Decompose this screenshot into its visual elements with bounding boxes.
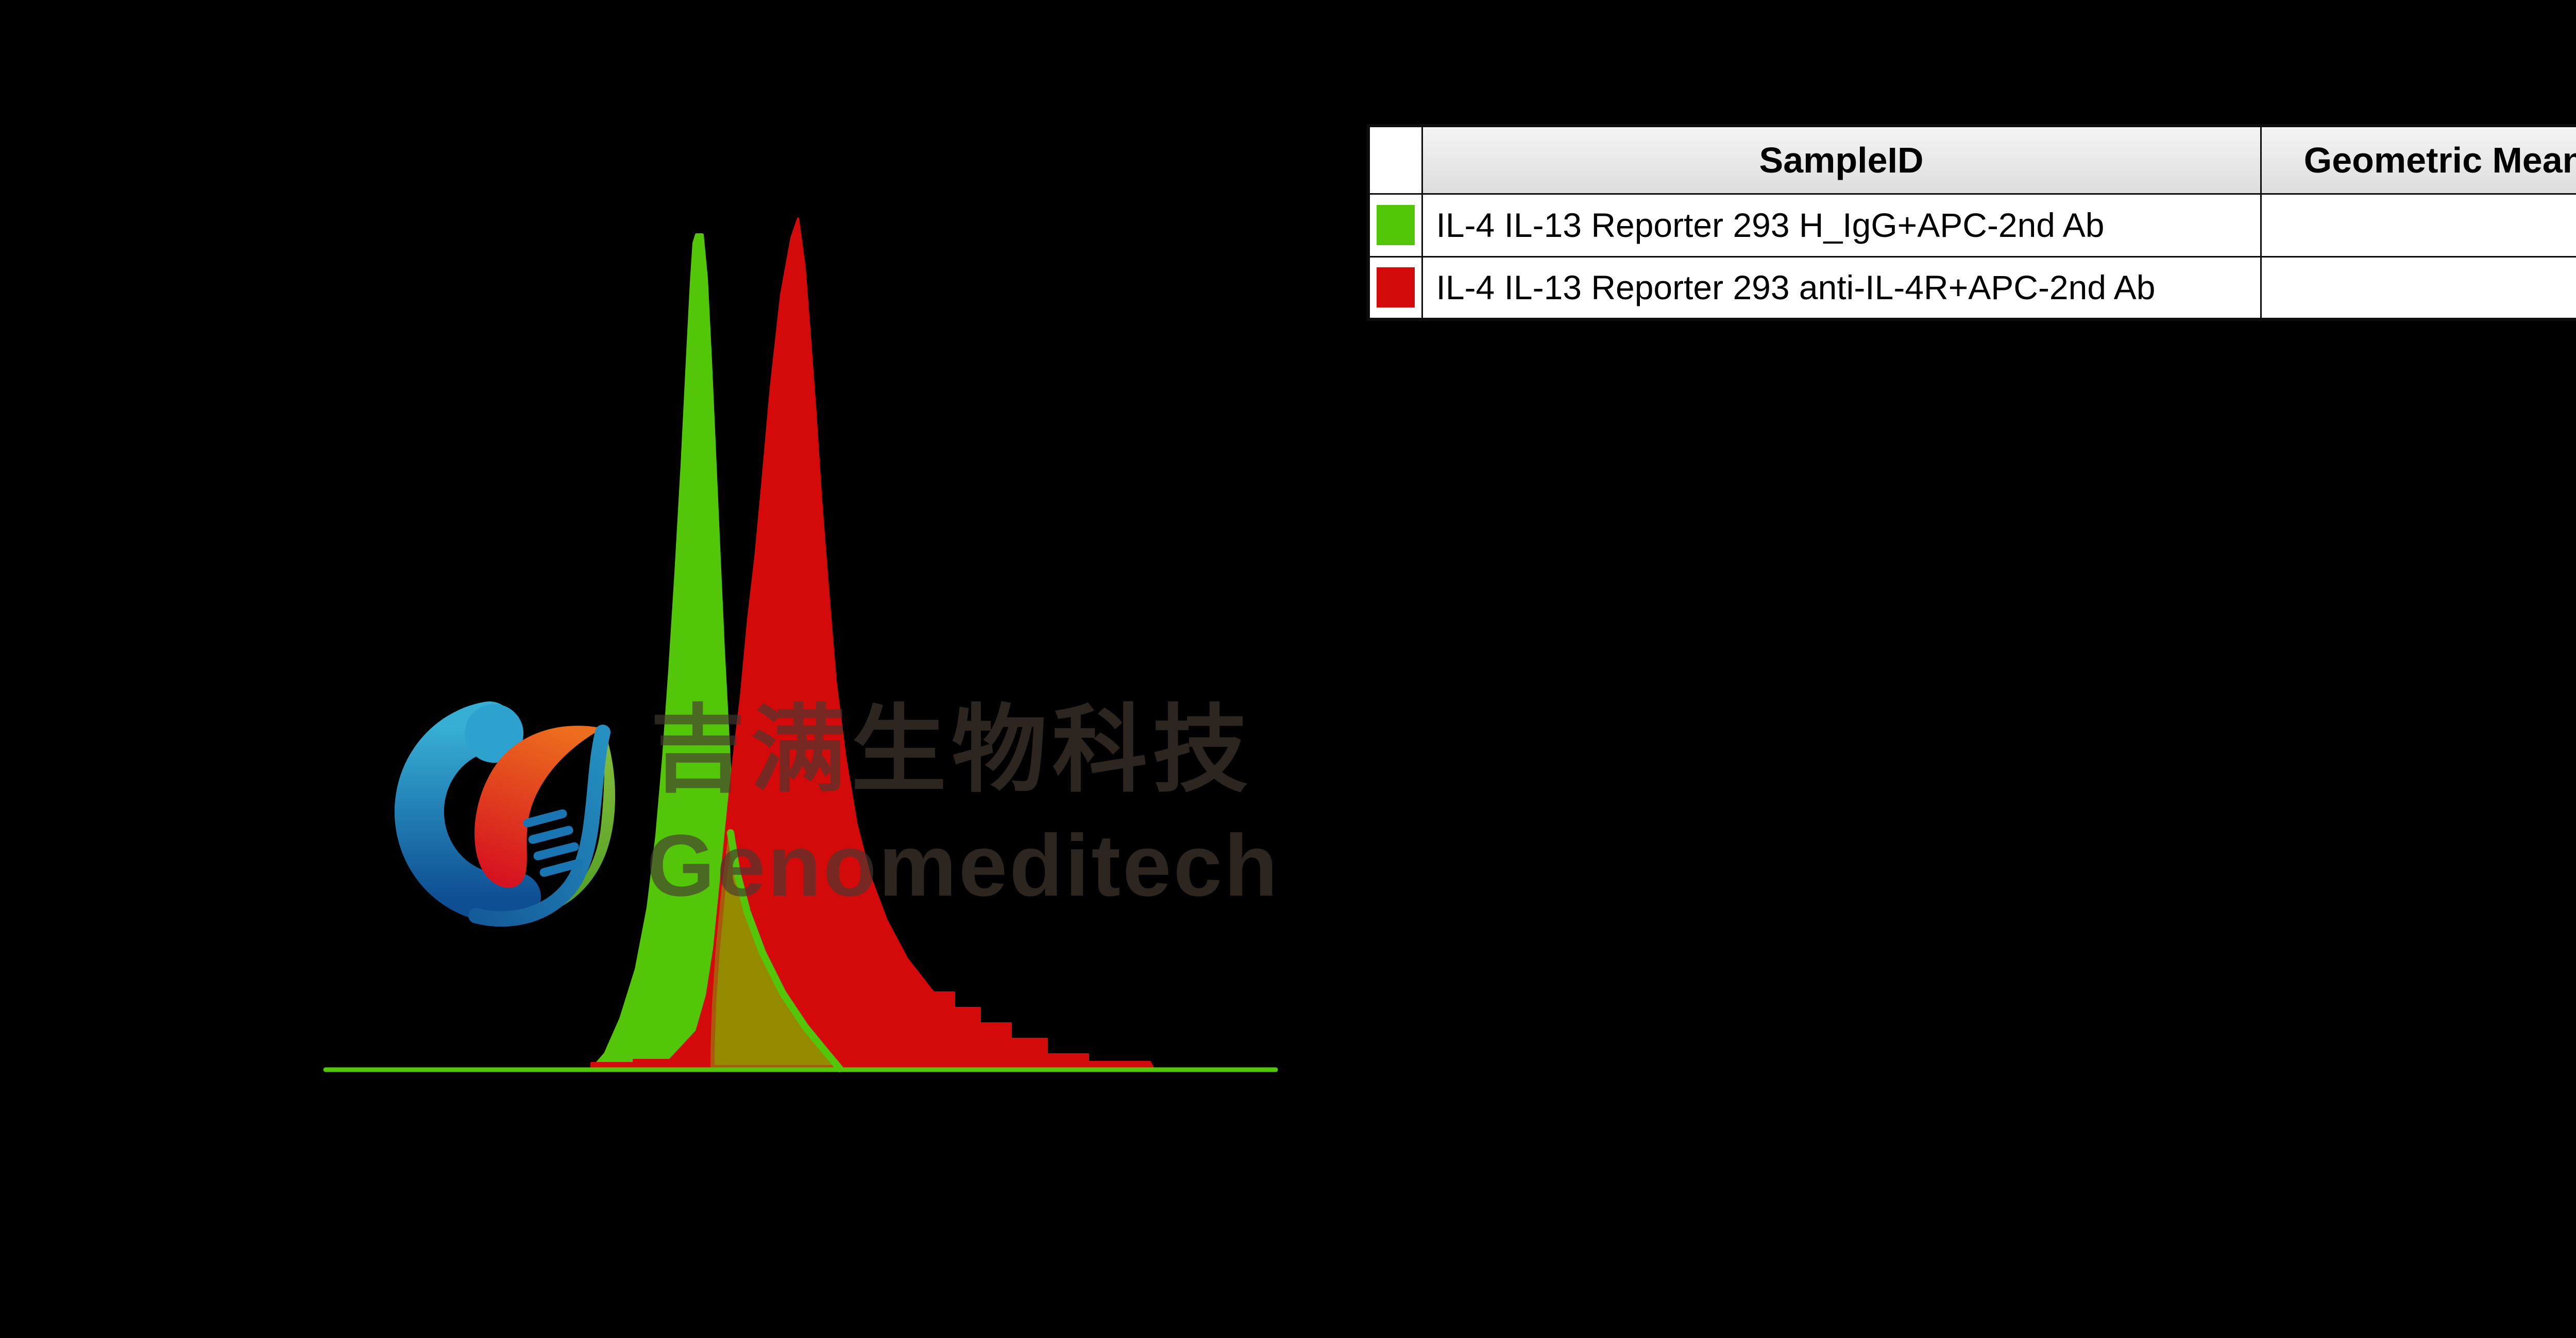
logo-flame-icon <box>474 726 603 888</box>
red-series-color-swatch <box>1376 267 1415 308</box>
genomeditech-logo <box>394 701 616 927</box>
stats-table: SampleID Geometric Mean : RL1-H IL-4 IL-… <box>1367 124 2576 321</box>
green-series-color-swatch <box>1376 205 1415 245</box>
logo-leaf-icon <box>550 728 616 912</box>
stats-table-header-row: SampleID Geometric Mean : RL1-H <box>1367 125 2576 195</box>
logo-dna-strand-icon <box>468 725 611 927</box>
legend-swatch-cell <box>1367 255 1423 320</box>
table-row-red-sample[interactable]: IL-4 IL-13 Reporter 293 anti-IL-4R+APC-2… <box>1367 255 2576 320</box>
green-edge-line <box>727 829 843 1072</box>
sample-id-value: IL-4 IL-13 Reporter 293 H_IgG+APC-2nd Ab <box>1421 193 2262 258</box>
table-row-green-sample[interactable]: IL-4 IL-13 Reporter 293 H_IgG+APC-2nd Ab… <box>1367 193 2576 258</box>
logo-blue-swirl-icon <box>394 701 541 923</box>
watermark-latin-text: Genomeditech <box>647 817 1280 915</box>
sample-id-value: IL-4 IL-13 Reporter 293 anti-IL-4R+APC-2… <box>1421 255 2262 320</box>
geometric-mean-value: 318 <box>2260 255 2576 320</box>
logo-dna-rungs-icon <box>523 809 584 877</box>
swatch-column-header <box>1367 125 1423 195</box>
sampleid-column-header: SampleID <box>1421 125 2262 195</box>
geometric-mean-value: 76.4 <box>2260 193 2576 258</box>
legend-swatch-cell <box>1367 193 1423 258</box>
logo-blue-swirl-head <box>465 704 523 763</box>
histogram-layers <box>323 217 1278 1072</box>
geometric-mean-column-header: Geometric Mean : RL1-H <box>2260 125 2576 195</box>
watermark-chinese-text: 吉满生物科技 <box>650 694 1253 805</box>
